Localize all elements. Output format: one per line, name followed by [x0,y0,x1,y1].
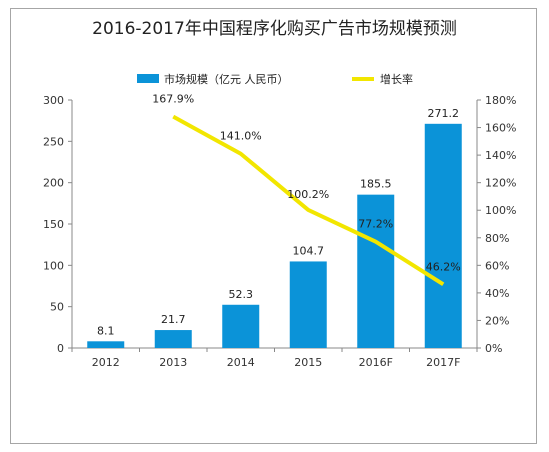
bar-value-label: 21.7 [161,313,186,326]
line-value-label: 167.9% [152,93,194,106]
y-left-tick-label: 150 [43,218,64,231]
line-value-label: 141.0% [220,130,262,143]
x-tick-label: 2013 [159,356,187,369]
bar-value-label: 271.2 [428,107,460,120]
legend-bar-swatch [137,74,159,83]
y-left-tick-label: 300 [43,94,64,107]
y-right-tick-label: 160% [485,122,516,135]
bar-value-label: 185.5 [360,178,392,191]
x-tick-label: 2015 [294,356,322,369]
y-right-tick-label: 100% [485,204,516,217]
line-value-label: 100.2% [287,188,329,201]
bar-value-label: 8.1 [97,324,115,337]
y-right-tick-label: 120% [485,177,516,190]
y-right-tick-label: 80% [485,232,509,245]
bar [154,330,192,348]
bar-value-label: 52.3 [229,288,254,301]
y-left-tick-label: 100 [43,259,64,272]
line-value-label: 46.2% [426,260,461,273]
bar [87,341,125,348]
bar [222,304,260,348]
legend-line-label: 增长率 [380,72,413,86]
x-tick-label: 2017F [426,356,460,369]
y-right-tick-label: 20% [485,314,509,327]
y-right-tick-label: 40% [485,287,509,300]
bar [357,194,395,348]
y-left-tick-label: 250 [43,135,64,148]
y-left-tick-label: 200 [43,177,64,190]
bar-value-label: 104.7 [293,244,325,257]
legend-bar-label: 市场规模（亿元 人民币） [164,72,289,86]
growth-line [172,114,445,287]
bar [424,123,462,348]
y-right-tick-label: 0% [485,342,502,355]
y-right-tick-label: 180% [485,94,516,107]
x-tick-label: 2014 [227,356,255,369]
chart-title: 2016-2017年中国程序化购买广告市场规模预测 [92,19,457,39]
x-tick-label: 2016F [359,356,393,369]
y-left-tick-label: 0 [57,342,64,355]
y-right-tick-label: 140% [485,149,516,162]
y-right-tick-label: 60% [485,259,509,272]
bar [289,261,327,348]
y-left-tick-label: 50 [50,301,64,314]
line-value-label: 77.2% [358,218,393,231]
x-tick-label: 2012 [92,356,120,369]
